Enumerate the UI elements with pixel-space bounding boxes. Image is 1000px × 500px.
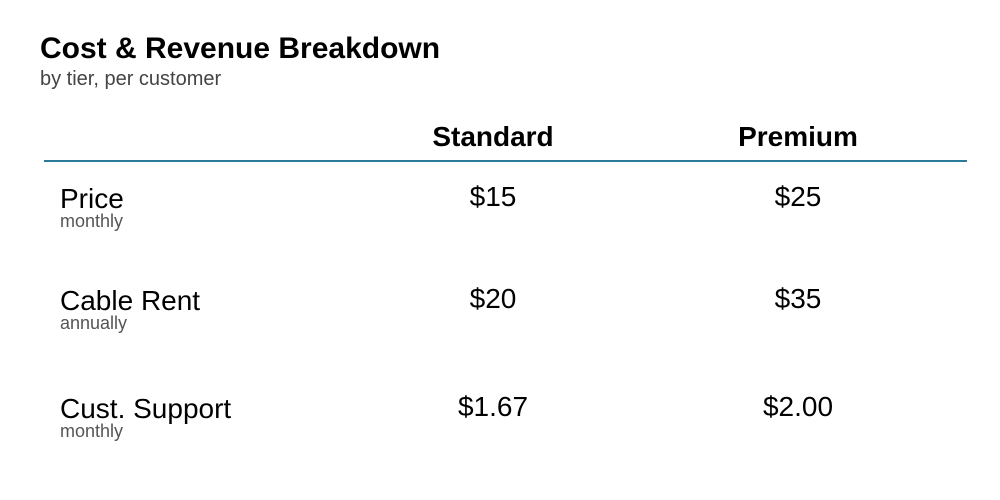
column-header-standard: Standard	[432, 121, 554, 152]
header-rule	[44, 160, 967, 162]
cell-premium: $2.00	[762, 391, 834, 422]
row-label: Cust. Support	[60, 393, 232, 424]
row-label: Price	[60, 183, 124, 214]
row-sublabel: monthly	[60, 421, 124, 441]
cell-standard: $15	[469, 181, 517, 212]
table-row-cust-support: Cust. Support monthly $1.67 $2.00	[0, 391, 1000, 492]
table-row-price: Price monthly $15 $25	[0, 181, 1000, 282]
chart-title: Cost & Revenue Breakdown	[40, 32, 441, 65]
cell-premium: $25	[774, 181, 822, 212]
cell-premium: $35	[774, 283, 822, 314]
row-sublabel: monthly	[60, 211, 124, 231]
row-sublabel: annually	[60, 313, 128, 333]
cell-standard: $1.67	[457, 391, 529, 422]
chart-subtitle: by tier, per customer	[40, 68, 222, 90]
column-header-premium: Premium	[738, 121, 858, 152]
table-row-cable-rent: Cable Rent annually $20 $35	[0, 283, 1000, 384]
cell-standard: $20	[469, 283, 517, 314]
row-label: Cable Rent	[60, 285, 201, 316]
